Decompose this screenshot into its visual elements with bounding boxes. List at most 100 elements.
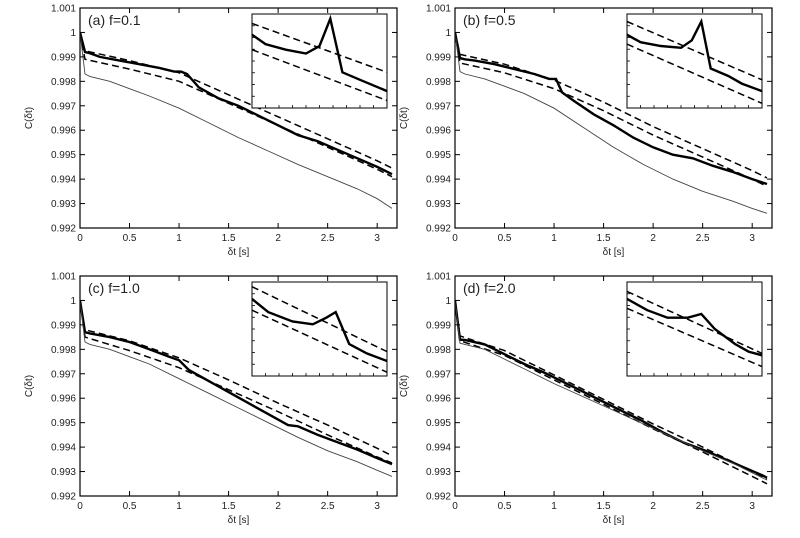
series-line-dashed	[455, 32, 768, 179]
series-line-thin	[455, 300, 768, 481]
inset-line-dashed	[252, 309, 387, 373]
x-tick-label: 0.5	[498, 233, 512, 244]
y-tick-label: 1.001	[426, 272, 451, 283]
series-line-thick	[80, 300, 393, 466]
x-axis-label: δt [s]	[228, 247, 250, 258]
x-axis-label: δt [s]	[603, 515, 625, 526]
y-tick-label: 0.995	[426, 150, 451, 161]
y-tick-label: 0.996	[51, 126, 76, 137]
series-line-dashed	[455, 300, 768, 480]
inset-series-group	[627, 290, 762, 368]
y-tick-label: 0.994	[51, 443, 76, 454]
series-line-dashed	[455, 300, 768, 485]
x-tick-label: 2.5	[321, 501, 335, 512]
series-line-dashed	[80, 32, 393, 178]
inset-line-thick	[252, 14, 387, 93]
x-tick-label: 2.5	[696, 501, 710, 512]
y-tick-label: 0.993	[51, 467, 76, 478]
x-tick-label: 2	[650, 501, 656, 512]
inset-line-dashed	[627, 20, 762, 81]
y-axis-label: C(δt)	[24, 375, 35, 397]
inset-line-dashed	[252, 286, 387, 353]
y-tick-label: 0.996	[426, 394, 451, 405]
x-tick-label: 3	[749, 501, 755, 512]
inset-line-thick	[627, 17, 762, 93]
y-tick-label: 0.995	[426, 418, 451, 429]
plot-frame	[79, 275, 398, 497]
y-axis-label: C(δt)	[399, 375, 410, 397]
x-tick-label: 1.5	[597, 233, 611, 244]
x-tick-label: 2	[650, 233, 656, 244]
x-tick-label: 0	[452, 501, 458, 512]
x-tick-label: 0	[77, 501, 83, 512]
x-tick-label: 3	[749, 233, 755, 244]
series-group	[455, 32, 768, 214]
y-tick-label: 0.996	[426, 126, 451, 137]
y-tick-label: 0.998	[51, 77, 76, 88]
y-tick-label: 1.001	[51, 4, 76, 15]
y-tick-label: 0.997	[51, 101, 76, 112]
series-line-thick	[455, 32, 768, 186]
x-axis-label: δt [s]	[228, 515, 250, 526]
y-tick-label: 0.995	[51, 150, 76, 161]
y-tick-label: 0.994	[51, 175, 76, 186]
series-line-dashed	[80, 32, 393, 169]
y-tick-label: 1	[70, 28, 76, 39]
inset-series-group	[252, 286, 387, 373]
y-tick-label: 0.998	[51, 345, 76, 356]
series-line-thin	[455, 32, 768, 214]
x-tick-label: 2.5	[321, 233, 335, 244]
y-tick-label: 1.001	[51, 272, 76, 283]
plot-frame	[79, 7, 398, 229]
x-tick-label: 0.5	[123, 233, 137, 244]
x-tick-label: 1.5	[222, 233, 236, 244]
inset-line-dashed	[627, 290, 762, 355]
inset	[251, 281, 388, 377]
y-tick-label: 0.992	[426, 224, 451, 235]
inset-series-group	[252, 14, 387, 102]
x-tick-label: 0.5	[498, 501, 512, 512]
series-line-dashed	[80, 300, 393, 457]
y-tick-label: 0.999	[51, 320, 76, 331]
y-tick-label: 0.998	[426, 345, 451, 356]
chart-panel: 0 0.5 1 1.5 2 2.5 3 0.992 0.993 0.994 0.995 0.996 0.…	[24, 4, 398, 258]
y-tick-label: 0.996	[51, 394, 76, 405]
inset	[626, 281, 763, 377]
y-tick-label: 0.992	[426, 492, 451, 503]
y-tick-label: 0.993	[51, 199, 76, 210]
y-tick-label: 1	[445, 28, 451, 39]
x-tick-label: 1	[551, 501, 557, 512]
y-tick-label: 0.998	[426, 77, 451, 88]
y-tick-label: 0.997	[426, 369, 451, 380]
x-axis-label: δt [s]	[603, 247, 625, 258]
series-group	[455, 300, 768, 485]
y-tick-label: 0.992	[51, 492, 76, 503]
inset-series-group	[627, 17, 762, 104]
y-tick-label: 1	[445, 296, 451, 307]
y-axis-label: C(δt)	[399, 107, 410, 129]
series-line-thick	[80, 32, 393, 176]
x-tick-label: 3	[374, 233, 380, 244]
y-tick-label: 0.997	[426, 101, 451, 112]
y-tick-label: 0.999	[426, 52, 451, 63]
chart-panel: 0 0.5 1 1.5 2 2.5 3 0.992 0.993 0.994 0.995 0.996 0.…	[399, 272, 773, 526]
y-tick-label: 0.993	[426, 199, 451, 210]
series-line-dashed	[455, 32, 768, 188]
panel-label: (a) f=0.1	[88, 12, 141, 28]
y-tick-label: 1.001	[426, 4, 451, 15]
inset	[626, 13, 763, 109]
y-tick-label: 0.993	[426, 467, 451, 478]
y-tick-label: 0.997	[51, 369, 76, 380]
x-tick-label: 3	[374, 501, 380, 512]
plot-frame	[454, 7, 773, 229]
inset-line-dashed	[252, 48, 387, 102]
y-tick-label: 0.992	[51, 224, 76, 235]
x-tick-label: 0	[452, 233, 458, 244]
panel-label: (c) f=1.0	[88, 280, 140, 296]
x-tick-label: 1	[176, 233, 182, 244]
x-tick-label: 2	[275, 501, 281, 512]
x-tick-label: 2.5	[696, 233, 710, 244]
y-tick-label: 0.994	[426, 443, 451, 454]
panel-label: (d) f=2.0	[463, 280, 516, 296]
